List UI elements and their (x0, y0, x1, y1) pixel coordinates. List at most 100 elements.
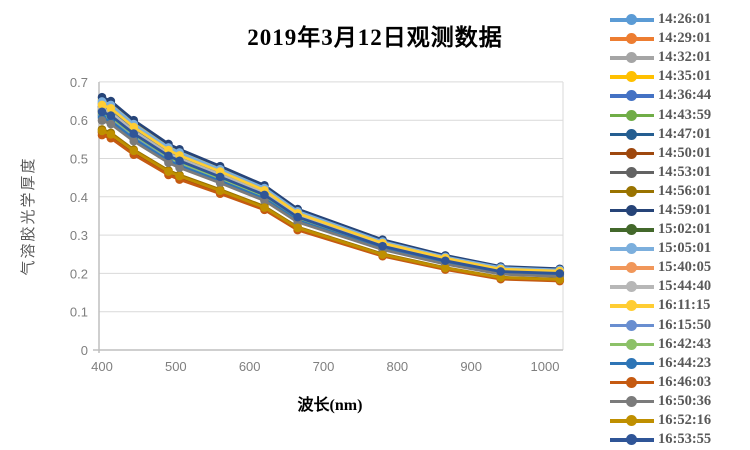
x-tick-label: 500 (165, 359, 187, 374)
legend-dot-icon (626, 33, 637, 45)
series-line[interactable] (100, 100, 562, 272)
series-line[interactable] (100, 113, 562, 276)
legend-label: 14:36:44 (658, 87, 712, 104)
legend-item[interactable]: 16:42:43 (610, 335, 750, 354)
y-axis-title: 气溶胶光学厚度 (20, 156, 37, 275)
legend-item[interactable]: 14:26:01 (610, 10, 750, 29)
legend-item[interactable]: 14:32:01 (610, 48, 750, 67)
legend-marker-icon (610, 299, 654, 312)
series-line[interactable] (100, 102, 562, 273)
series-line[interactable] (100, 105, 562, 274)
legend-item[interactable]: 14:50:01 (610, 144, 750, 163)
legend-label: 14:47:01 (658, 125, 712, 142)
y-tick-label: 0.4 (70, 190, 88, 205)
legend-marker-icon (610, 166, 654, 179)
chart-title: 2019年3月12日观测数据 (247, 25, 503, 50)
data-point[interactable] (260, 203, 269, 212)
series-line[interactable] (100, 106, 562, 274)
series-line[interactable] (100, 114, 562, 277)
series-line[interactable] (100, 100, 562, 272)
legend-dot-icon (626, 90, 637, 102)
data-point[interactable] (106, 104, 116, 113)
data-point[interactable] (129, 146, 139, 156)
data-point[interactable] (97, 107, 107, 117)
data-point[interactable] (555, 275, 565, 284)
data-point[interactable] (175, 163, 184, 172)
y-tick-label: 0.6 (70, 113, 88, 128)
data-point[interactable] (97, 100, 107, 110)
series-line[interactable] (100, 129, 562, 281)
data-point[interactable] (215, 186, 225, 195)
series-line[interactable] (100, 107, 562, 275)
legend-marker-icon (610, 376, 654, 389)
series-line[interactable] (100, 103, 562, 273)
legend-item[interactable]: 15:02:01 (610, 220, 750, 239)
data-point[interactable] (106, 130, 116, 139)
legend-item[interactable]: 14:29:01 (610, 29, 750, 48)
data-point[interactable] (215, 178, 225, 188)
legend-dot-icon (626, 395, 637, 407)
data-point[interactable] (97, 116, 107, 125)
data-point[interactable] (496, 267, 505, 276)
data-point[interactable] (496, 273, 505, 282)
series-line[interactable] (100, 111, 562, 276)
legend-item[interactable]: 16:50:36 (610, 392, 750, 411)
data-point[interactable] (215, 172, 225, 182)
y-tick-label: 0.3 (70, 228, 88, 243)
legend-item[interactable]: 16:15:50 (610, 316, 750, 335)
data-point[interactable] (378, 241, 387, 251)
legend-item[interactable]: 14:56:01 (610, 182, 750, 201)
data-point[interactable] (175, 156, 184, 166)
legend-dot-icon (626, 71, 637, 83)
series-line[interactable] (100, 109, 562, 275)
data-point[interactable] (164, 167, 173, 176)
legend-item[interactable]: 15:44:40 (610, 277, 750, 296)
series-line[interactable] (100, 111, 562, 276)
legend-item[interactable]: 14:35:01 (610, 67, 750, 86)
legend-marker-icon (610, 32, 654, 45)
series-line[interactable] (100, 95, 562, 271)
legend-item[interactable]: 16:52:16 (610, 411, 750, 430)
data-point[interactable] (129, 136, 139, 146)
data-point[interactable] (378, 250, 387, 259)
legend-marker-icon (610, 13, 654, 26)
data-point[interactable] (106, 119, 116, 129)
series-line[interactable] (100, 98, 562, 271)
data-point[interactable] (164, 151, 173, 161)
data-point[interactable] (293, 212, 302, 222)
legend-marker-icon (610, 242, 654, 255)
data-point[interactable] (260, 190, 269, 200)
legend-item[interactable]: 16:46:03 (610, 373, 750, 392)
legend-label: 14:29:01 (658, 30, 712, 47)
data-point[interactable] (97, 126, 107, 136)
legend-marker-icon (610, 89, 654, 102)
legend-item[interactable]: 14:36:44 (610, 86, 750, 105)
data-point[interactable] (441, 256, 450, 266)
legend-item[interactable]: 14:47:01 (610, 125, 750, 144)
data-point[interactable] (555, 269, 565, 278)
legend-label: 14:53:01 (658, 163, 712, 180)
legend-item[interactable]: 14:59:01 (610, 201, 750, 220)
data-point[interactable] (175, 171, 184, 181)
series-line[interactable] (100, 119, 562, 278)
data-point[interactable] (293, 223, 302, 233)
data-point[interactable] (129, 122, 139, 132)
legend-item[interactable]: 16:11:15 (610, 296, 750, 315)
legend-dot-icon (626, 147, 637, 159)
legend-item[interactable]: 16:53:55 (610, 430, 750, 449)
legend-marker-icon (610, 147, 654, 160)
data-point[interactable] (164, 158, 173, 168)
legend-item[interactable]: 14:43:59 (610, 105, 750, 124)
series-line[interactable] (100, 108, 562, 275)
legend-item[interactable]: 14:53:01 (610, 163, 750, 182)
series-line[interactable] (100, 103, 562, 273)
legend-item[interactable]: 15:05:01 (610, 239, 750, 258)
legend-item[interactable]: 16:44:23 (610, 354, 750, 373)
series-line[interactable] (100, 110, 562, 275)
legend-dot-icon (626, 243, 637, 255)
data-point[interactable] (441, 263, 450, 273)
data-point[interactable] (129, 129, 139, 138)
legend-item[interactable]: 15:40:05 (610, 258, 750, 277)
data-point[interactable] (106, 111, 116, 120)
legend-dot-icon (626, 357, 637, 369)
